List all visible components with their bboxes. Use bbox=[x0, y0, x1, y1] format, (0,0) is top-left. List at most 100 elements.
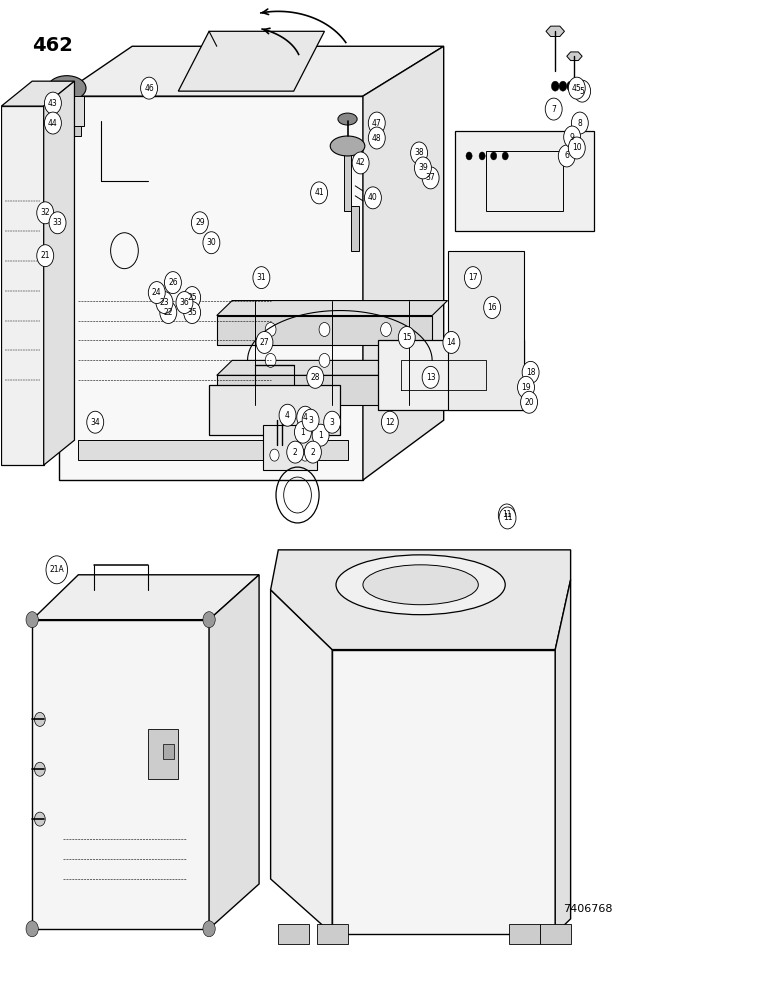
Circle shape bbox=[368, 112, 385, 134]
Circle shape bbox=[381, 411, 398, 433]
Text: 1: 1 bbox=[300, 428, 305, 437]
Circle shape bbox=[312, 424, 329, 446]
Text: 17: 17 bbox=[468, 273, 478, 282]
Circle shape bbox=[415, 157, 432, 179]
Circle shape bbox=[86, 411, 103, 433]
Polygon shape bbox=[209, 575, 259, 929]
Polygon shape bbox=[271, 550, 571, 650]
Circle shape bbox=[517, 376, 534, 398]
Text: 34: 34 bbox=[90, 418, 100, 427]
Text: 44: 44 bbox=[48, 119, 58, 128]
Circle shape bbox=[411, 142, 428, 164]
Ellipse shape bbox=[48, 76, 86, 101]
Text: 29: 29 bbox=[195, 218, 205, 227]
Circle shape bbox=[564, 126, 581, 148]
Ellipse shape bbox=[338, 113, 357, 125]
Text: 10: 10 bbox=[572, 143, 581, 152]
Circle shape bbox=[37, 245, 54, 267]
Polygon shape bbox=[263, 425, 317, 470]
Text: 45: 45 bbox=[572, 84, 581, 93]
Circle shape bbox=[49, 212, 66, 234]
Circle shape bbox=[304, 441, 321, 463]
Polygon shape bbox=[567, 52, 582, 61]
Circle shape bbox=[286, 441, 303, 463]
Circle shape bbox=[567, 81, 574, 91]
Polygon shape bbox=[217, 316, 432, 345]
Circle shape bbox=[466, 152, 472, 160]
Polygon shape bbox=[78, 440, 347, 460]
Text: 21: 21 bbox=[40, 251, 50, 260]
Polygon shape bbox=[32, 575, 259, 620]
Polygon shape bbox=[555, 580, 571, 934]
Text: 36: 36 bbox=[180, 298, 189, 307]
Text: 26: 26 bbox=[168, 278, 178, 287]
Text: 16: 16 bbox=[487, 303, 497, 312]
Text: 38: 38 bbox=[415, 148, 424, 157]
Text: 11: 11 bbox=[503, 513, 513, 522]
Circle shape bbox=[184, 302, 201, 323]
Circle shape bbox=[203, 232, 220, 254]
Polygon shape bbox=[448, 251, 524, 410]
Polygon shape bbox=[2, 81, 74, 106]
Circle shape bbox=[270, 449, 279, 461]
Polygon shape bbox=[351, 206, 359, 251]
Text: 43: 43 bbox=[48, 99, 58, 108]
Circle shape bbox=[203, 921, 215, 937]
Text: 15: 15 bbox=[402, 333, 411, 342]
Circle shape bbox=[422, 366, 439, 388]
Text: 30: 30 bbox=[207, 238, 216, 247]
Text: 27: 27 bbox=[259, 338, 269, 347]
Text: 7: 7 bbox=[551, 105, 556, 114]
Circle shape bbox=[522, 361, 539, 383]
Text: 4: 4 bbox=[285, 411, 290, 420]
Text: 11: 11 bbox=[502, 510, 512, 519]
Polygon shape bbox=[363, 46, 444, 480]
Text: 33: 33 bbox=[52, 218, 63, 227]
Text: 24: 24 bbox=[152, 288, 161, 297]
Circle shape bbox=[484, 297, 500, 319]
Circle shape bbox=[156, 292, 173, 314]
Circle shape bbox=[26, 921, 39, 937]
Polygon shape bbox=[44, 81, 74, 465]
Circle shape bbox=[253, 267, 270, 289]
Polygon shape bbox=[279, 924, 309, 944]
Circle shape bbox=[294, 421, 311, 443]
Polygon shape bbox=[509, 924, 540, 944]
Circle shape bbox=[191, 212, 208, 234]
Text: 23: 23 bbox=[160, 298, 169, 307]
Text: 4: 4 bbox=[303, 413, 308, 422]
Polygon shape bbox=[32, 620, 209, 929]
Text: 41: 41 bbox=[314, 188, 324, 197]
Circle shape bbox=[300, 449, 310, 461]
Circle shape bbox=[306, 366, 323, 388]
Circle shape bbox=[310, 182, 327, 204]
Polygon shape bbox=[217, 375, 432, 405]
Circle shape bbox=[352, 152, 369, 174]
Text: 5: 5 bbox=[580, 87, 584, 96]
Polygon shape bbox=[317, 924, 347, 944]
Circle shape bbox=[45, 92, 62, 114]
Text: 3: 3 bbox=[308, 416, 313, 425]
Circle shape bbox=[141, 77, 157, 99]
Text: 19: 19 bbox=[521, 383, 531, 392]
Text: 3: 3 bbox=[330, 418, 334, 427]
Polygon shape bbox=[147, 729, 178, 779]
Text: 8: 8 bbox=[577, 119, 582, 128]
Polygon shape bbox=[54, 126, 80, 136]
Circle shape bbox=[551, 81, 559, 91]
Circle shape bbox=[266, 322, 276, 336]
Circle shape bbox=[498, 504, 515, 526]
Text: 39: 39 bbox=[418, 163, 428, 172]
Circle shape bbox=[319, 322, 330, 336]
Polygon shape bbox=[271, 590, 332, 934]
Circle shape bbox=[465, 267, 482, 289]
Ellipse shape bbox=[363, 565, 479, 605]
Circle shape bbox=[368, 127, 385, 149]
Circle shape bbox=[26, 612, 39, 628]
Circle shape bbox=[164, 272, 181, 294]
Circle shape bbox=[520, 391, 537, 413]
Circle shape bbox=[502, 152, 508, 160]
Text: 14: 14 bbox=[446, 338, 456, 347]
Circle shape bbox=[160, 302, 177, 323]
Polygon shape bbox=[546, 26, 564, 36]
